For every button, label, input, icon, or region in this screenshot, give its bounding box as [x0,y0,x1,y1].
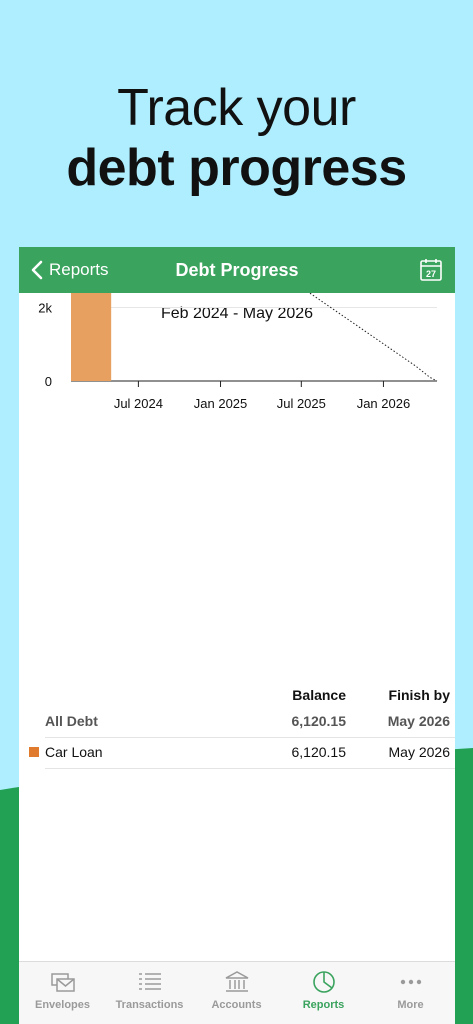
row-divider [45,768,455,769]
tab-label: Accounts [211,999,262,1011]
calendar-day: 27 [426,269,436,279]
x-tick-label: Jul 2024 [114,396,163,411]
phone-screen: Reports Debt Progress 27 Feb 2024 - May … [19,247,455,1024]
pie-chart-icon [313,971,335,993]
x-tick-label: Jan 2025 [194,396,248,411]
chevron-left-icon [31,260,43,280]
tab-more[interactable]: More [367,962,454,1024]
debt-chart: Feb 2024 - May 2026 02k4k6k8kJul 2024Jan… [19,293,455,673]
row-finish: May 2026 [388,744,450,760]
headline-line-2: debt progress [66,139,407,197]
x-tick-label: Jan 2026 [357,396,411,411]
tab-label: Transactions [115,999,184,1011]
finish-by-header: Finish by [388,687,450,703]
tab-label: Reports [302,999,345,1011]
y-tick-label: 0 [45,374,52,389]
chart-date-range: Feb 2024 - May 2026 [160,305,314,322]
tab-transactions[interactable]: Transactions [106,962,193,1024]
tab-label: More [397,999,424,1011]
row-finish: May 2026 [387,713,450,729]
more-dots-icon [400,979,422,985]
debt-area [71,293,112,381]
headline: Track your debt progress [0,78,473,198]
transactions-icon [139,973,161,990]
x-tick-label: Jul 2025 [277,396,326,411]
tab-accounts[interactable]: Accounts [193,962,280,1024]
row-balance: 6,120.15 [291,713,347,729]
y-tick-label: 2k [38,301,52,316]
tab-reports[interactable]: Reports [280,962,367,1024]
row-divider [45,737,455,738]
row-name: Car Loan [45,744,103,760]
tab-envelopes[interactable]: Envelopes [19,962,106,1024]
back-button-label: Reports [49,260,109,279]
series-color-swatch [29,747,39,757]
balance-header: Balance [292,687,346,703]
tab-bar: Envelopes Transactions [19,961,455,1024]
back-button[interactable]: Reports [31,247,109,293]
calendar-icon[interactable]: 27 [419,258,443,282]
table-row-all-debt[interactable]: All Debt 6,120.15 May 2026 [19,706,455,737]
table-row-car-loan[interactable]: Car Loan 6,120.15 May 2026 [19,737,455,768]
row-name: All Debt [45,713,98,729]
navbar: Reports Debt Progress 27 [19,247,455,293]
bank-icon [225,971,249,992]
envelopes-icon [51,973,75,992]
projection-line [308,293,438,382]
headline-line-1: Track your [117,79,356,137]
tab-label: Envelopes [34,999,91,1011]
row-balance: 6,120.15 [291,744,347,760]
